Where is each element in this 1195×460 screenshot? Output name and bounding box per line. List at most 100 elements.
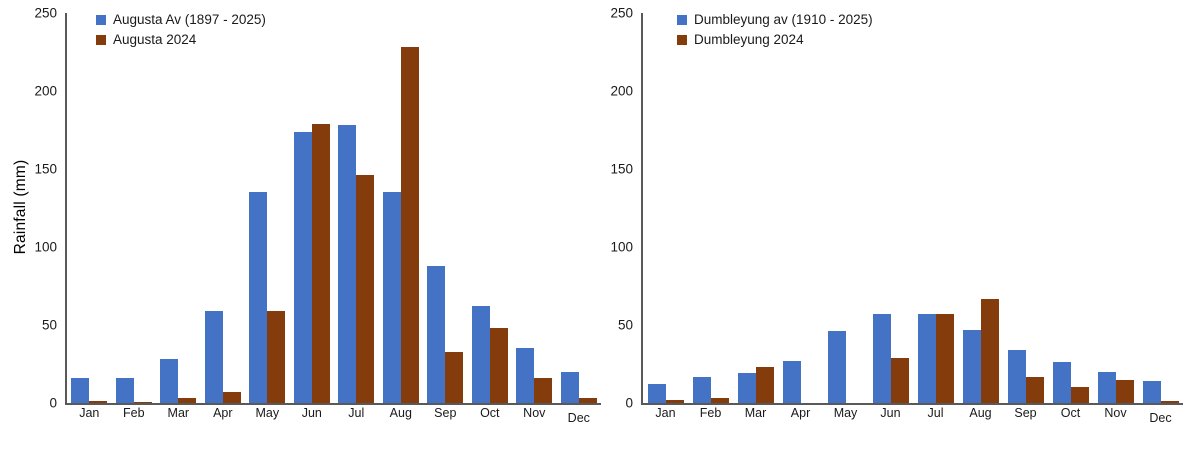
bar-augusta-avg-dec xyxy=(560,371,579,403)
x-axis-month-label: Oct xyxy=(1060,406,1081,420)
x-axis-month-label: Jun xyxy=(301,406,322,420)
y-axis-tick-label: 200 xyxy=(610,83,633,99)
bar-dumbleyung-avg-jul xyxy=(917,314,936,403)
bar-dumbleyung-2024-aug xyxy=(980,298,999,403)
y-axis-tick-label: 150 xyxy=(34,161,57,177)
bar-dumbleyung-avg-dec xyxy=(1142,381,1161,403)
bar-augusta-2024-jan xyxy=(89,401,108,403)
x-axis-month-label: Jan xyxy=(79,406,100,420)
bar-dumbleyung-avg-may xyxy=(827,331,846,403)
legend-swatch-icon xyxy=(677,14,687,25)
legend-item: Augusta Av (1897 - 2025) xyxy=(96,12,266,27)
x-axis-month-label: Apr xyxy=(213,406,233,420)
bar-dumbleyung-avg-jun xyxy=(872,314,891,403)
legend-label: Dumbleyung 2024 xyxy=(694,32,804,47)
bar-dumbleyung-avg-feb xyxy=(692,376,711,403)
bar-augusta-avg-aug xyxy=(382,192,401,403)
bar-augusta-2024-sep xyxy=(445,351,464,403)
bar-augusta-2024-feb xyxy=(133,402,152,403)
legend-item: Dumbleyung av (1910 - 2025) xyxy=(677,12,873,27)
x-axis-month-label: Oct xyxy=(480,406,500,420)
bar-dumbleyung-2024-oct xyxy=(1070,387,1089,403)
x-axis-month-label: Dec xyxy=(567,411,590,425)
x-axis-month-label: Jul xyxy=(927,406,944,420)
bar-augusta-2024-aug xyxy=(400,47,419,403)
y-axis-tick-label: 250 xyxy=(34,5,57,21)
bar-dumbleyung-avg-apr xyxy=(782,360,801,403)
y-axis-tick-label: 100 xyxy=(610,239,633,255)
plot-area xyxy=(641,13,1183,405)
legend-label: Augusta Av (1897 - 2025) xyxy=(113,12,266,27)
x-axis-month-label: Jan xyxy=(655,406,676,420)
legend-swatch-icon xyxy=(677,34,687,45)
bar-dumbleyung-avg-mar xyxy=(737,373,756,403)
y-axis-tick-label: 150 xyxy=(610,161,633,177)
bar-dumbleyung-avg-nov xyxy=(1097,371,1116,403)
x-axis-month-label: Apr xyxy=(790,406,811,420)
bar-dumbleyung-2024-nov xyxy=(1115,379,1134,403)
bar-dumbleyung-2024-jul xyxy=(935,314,954,403)
bar-augusta-2024-jul xyxy=(356,175,375,403)
bar-augusta-2024-jun xyxy=(311,123,330,403)
bar-dumbleyung-2024-sep xyxy=(1025,376,1044,403)
bar-augusta-avg-nov xyxy=(516,348,535,403)
bar-augusta-avg-sep xyxy=(427,265,446,403)
bar-augusta-avg-jun xyxy=(293,131,312,403)
x-axis-month-label: May xyxy=(833,406,858,420)
x-axis-month-label: Jun xyxy=(880,406,901,420)
x-axis-month-label: Feb xyxy=(123,406,145,420)
x-axis-month-label: Jul xyxy=(348,406,365,420)
bar-dumbleyung-2024-jan xyxy=(665,399,684,403)
x-axis-month-label: Dec xyxy=(1149,411,1172,425)
bar-augusta-avg-oct xyxy=(471,306,490,403)
bar-augusta-avg-may xyxy=(249,192,268,403)
bar-augusta-2024-may xyxy=(267,311,286,403)
x-axis-month-label: Aug xyxy=(969,406,992,420)
y-axis-tick-label: 0 xyxy=(625,395,633,411)
y-axis-tick-label: 200 xyxy=(34,83,57,99)
legend-label: Dumbleyung av (1910 - 2025) xyxy=(694,12,873,27)
x-axis-month-label: Feb xyxy=(699,406,722,420)
legend-swatch-icon xyxy=(96,34,106,45)
bar-dumbleyung-2024-dec xyxy=(1160,401,1179,403)
x-axis-month-label: Sep xyxy=(434,406,457,420)
plot-area xyxy=(65,13,601,405)
x-axis-month-label: Nov xyxy=(523,406,546,420)
bar-dumbleyung-2024-mar xyxy=(755,367,774,403)
bar-dumbleyung-avg-jan xyxy=(647,384,666,403)
bar-augusta-2024-nov xyxy=(534,378,553,403)
y-axis-tick-label: 250 xyxy=(610,5,633,21)
bar-dumbleyung-avg-oct xyxy=(1052,362,1071,403)
legend-item: Dumbleyung 2024 xyxy=(677,32,873,47)
bar-augusta-avg-jan xyxy=(71,378,90,403)
bar-augusta-2024-apr xyxy=(222,392,241,403)
bar-dumbleyung-2024-feb xyxy=(710,398,729,403)
y-axis-tick-label: 50 xyxy=(617,317,633,333)
bar-augusta-2024-mar xyxy=(178,398,197,403)
bar-augusta-avg-apr xyxy=(204,311,223,403)
y-axis-tick-label: 0 xyxy=(49,395,57,411)
bar-augusta-2024-dec xyxy=(578,398,597,403)
legend-label: Augusta 2024 xyxy=(113,32,197,47)
x-axis-month-label: Mar xyxy=(167,406,190,420)
legend-swatch-icon xyxy=(96,14,106,25)
x-axis-month-label: Nov xyxy=(1104,406,1127,420)
x-axis-month-label: Mar xyxy=(744,406,767,420)
bar-dumbleyung-avg-sep xyxy=(1007,350,1026,403)
legend: Augusta Av (1897 - 2025) Augusta 2024 xyxy=(96,12,266,47)
legend: Dumbleyung av (1910 - 2025) Dumbleyung 20… xyxy=(677,12,873,47)
bar-augusta-avg-mar xyxy=(160,359,179,403)
legend-item: Augusta 2024 xyxy=(96,32,266,47)
bar-augusta-2024-oct xyxy=(489,328,508,403)
bar-augusta-avg-feb xyxy=(115,378,134,403)
bar-dumbleyung-avg-aug xyxy=(962,329,981,403)
x-axis-month-label: Sep xyxy=(1014,406,1037,420)
y-axis-tick-label: 50 xyxy=(41,317,57,333)
x-axis-month-label: Aug xyxy=(389,406,412,420)
y-axis-tick-label: 100 xyxy=(34,239,57,255)
bar-dumbleyung-2024-jun xyxy=(890,357,909,403)
x-axis-month-label: May xyxy=(255,406,280,420)
